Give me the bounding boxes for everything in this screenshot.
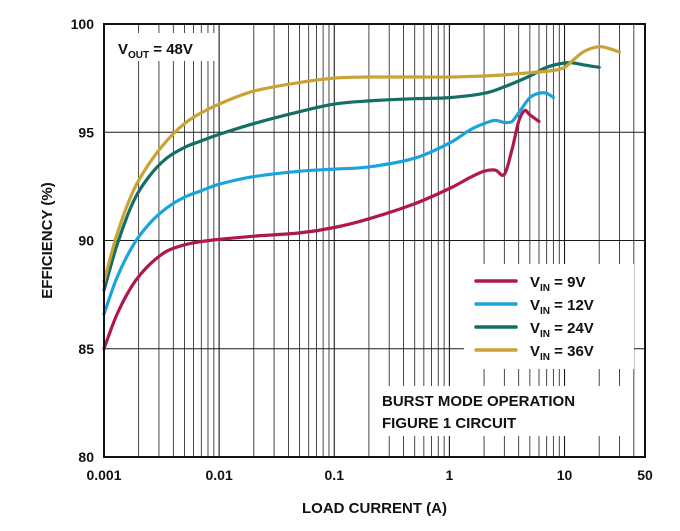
plot-frame <box>103 23 646 458</box>
series-line-1 <box>102 108 541 351</box>
x-tick-label: 10 <box>557 467 573 483</box>
burst-mode-annotation: BURST MODE OPERATION <box>382 393 575 410</box>
y-tick-label: 95 <box>78 124 94 140</box>
tick-labels: 0.001 0.01 0.1 1 10 50 80 85 90 95 100 <box>71 16 653 483</box>
x-tick-label: 50 <box>637 467 653 483</box>
y-tick-label: 100 <box>71 16 95 32</box>
series-lines <box>102 45 622 351</box>
x-axis-label: LOAD CURRENT (A) <box>302 500 447 517</box>
annotation-backdrop <box>376 386 626 436</box>
vout-annotation: VOUT = 48V <box>112 33 216 61</box>
legend-label-4: VIN = 36V <box>530 343 594 363</box>
svg-text:VOUT = 48V: VOUT = 48V <box>118 41 193 61</box>
legend: VIN = 9V VIN = 12V VIN = 24V VIN = 36V BURS… <box>376 264 634 436</box>
vout-value: = 48V <box>149 41 193 58</box>
y-axis-label: EFFICIENCY (%) <box>39 182 56 298</box>
y-tick-label: 90 <box>78 233 94 249</box>
series-line-3 <box>102 60 601 292</box>
vout-subscript: OUT <box>128 50 149 61</box>
y-tick-label: 85 <box>78 341 94 357</box>
series-line-4 <box>102 45 622 284</box>
x-tick-label: 1 <box>445 467 453 483</box>
y-tick-label: 80 <box>78 449 94 465</box>
legend-label-2: VIN = 12V <box>530 297 594 317</box>
x-tick-label: 0.01 <box>206 467 233 483</box>
circuit-annotation: FIGURE 1 CIRCUIT <box>382 415 516 432</box>
legend-label-3: VIN = 24V <box>530 320 594 340</box>
x-tick-label: 0.001 <box>86 467 121 483</box>
series-line-2 <box>102 91 555 316</box>
vout-symbol: V <box>118 41 128 58</box>
grid-lines <box>104 24 646 457</box>
legend-label-1: VIN = 9V <box>530 274 585 294</box>
x-tick-label: 0.1 <box>325 467 345 483</box>
